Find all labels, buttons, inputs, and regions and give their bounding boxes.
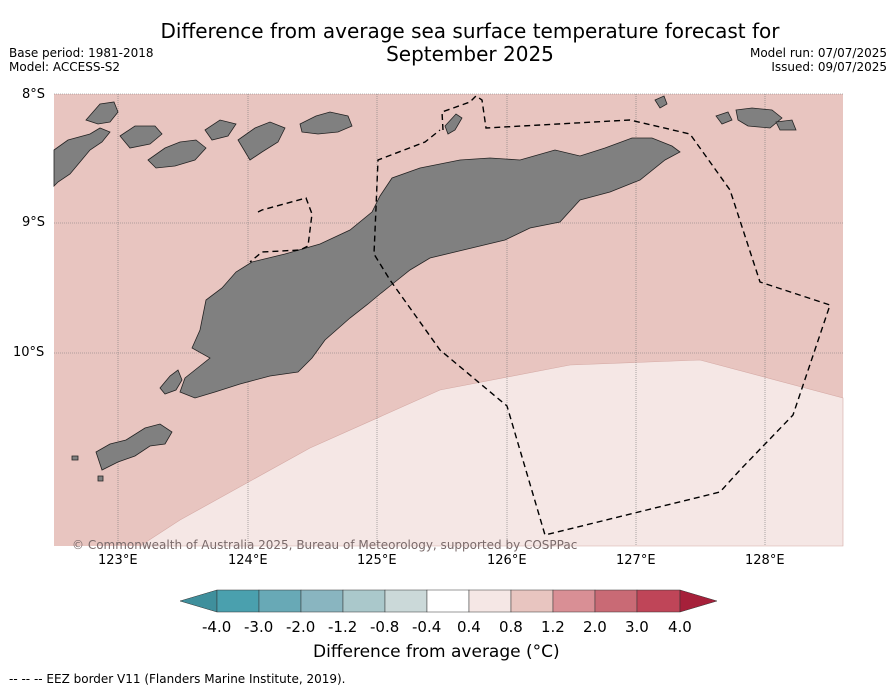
colorbar-tick: -0.4	[412, 618, 442, 636]
meta-right: Model run: 07/07/2025 Issued: 09/07/2025	[750, 46, 887, 74]
lembata-island	[119, 125, 163, 149]
eez-oecusse	[249, 197, 313, 263]
copyright-notice: © Commonwealth of Australia 2025, Bureau…	[72, 538, 578, 552]
colorbar-tick: 2.0	[583, 618, 607, 636]
adonara-island	[85, 101, 119, 125]
model-run: Model run: 07/07/2025	[749, 46, 887, 60]
colorbar-tick: -2.0	[286, 618, 316, 636]
model-name: Model: ACCESS-S2	[9, 60, 121, 74]
lon-label-126e: 126°E	[487, 553, 527, 568]
colorbar-segment-4	[342, 589, 386, 613]
base-period: Base period: 1981-2018	[9, 46, 154, 60]
lon-label-124e: 124°E	[228, 553, 268, 568]
sawu-island	[95, 423, 173, 471]
kisar-island	[444, 113, 463, 135]
leti-island	[654, 95, 668, 109]
colorbar-tick: -3.0	[244, 618, 274, 636]
lat-label-8s: 8°S	[22, 87, 46, 102]
lon-label-128e: 128°E	[745, 553, 785, 568]
sermata-island	[775, 119, 797, 131]
colorbar-segment-11	[636, 589, 681, 613]
colorbar-title: Difference from average (°C)	[313, 642, 560, 662]
colorbar-tick: -4.0	[202, 618, 232, 636]
small-islet-2	[97, 475, 104, 482]
colorbar-segment-9	[552, 589, 596, 613]
colorbar-segment-2	[258, 589, 302, 613]
colorbar-segment-5	[384, 589, 428, 613]
colorbar-tick: 0.4	[457, 618, 481, 636]
moa-island	[715, 111, 733, 125]
colorbar-tick: 0.8	[499, 618, 523, 636]
eez-timor-leste	[373, 95, 831, 536]
lakor-island	[735, 107, 783, 129]
colorbar-tick: -1.2	[328, 618, 358, 636]
meta-left: Base period: 1981-2018 Model: ACCESS-S2	[9, 46, 154, 74]
colorbar-segment-10	[594, 589, 638, 613]
timor-island	[179, 137, 681, 399]
land	[53, 95, 797, 482]
alor-island	[204, 119, 237, 141]
lon-label-123e: 123°E	[98, 553, 138, 568]
flores-island	[53, 127, 111, 187]
rote-island	[159, 369, 183, 395]
colorbar-tick: 1.2	[541, 618, 565, 636]
colorbar-segment-8	[510, 589, 554, 613]
colorbar-tick: 3.0	[625, 618, 649, 636]
colorbar-tick: -0.8	[370, 618, 400, 636]
lat-label-9s: 9°S	[22, 215, 46, 230]
title-line1: Difference from average sea surface temp…	[160, 19, 780, 43]
colorbar-max-arrow	[679, 589, 718, 613]
small-islet-1	[71, 455, 79, 461]
chart-title: Difference from average sea surface temp…	[0, 20, 896, 66]
lon-label-125e: 125°E	[357, 553, 397, 568]
title-line2: September 2025	[386, 42, 554, 66]
eez-borders	[249, 95, 831, 536]
eez-footnote: -- -- -- EEZ border V11 (Flanders Marine…	[9, 672, 346, 686]
colorbar-segment-7	[468, 589, 512, 613]
atauro-island	[237, 121, 286, 161]
pantar-island	[147, 139, 207, 169]
anomaly-region-low	[138, 359, 844, 547]
issued-date: Issued: 09/07/2025	[771, 60, 887, 74]
lon-label-127e: 127°E	[616, 553, 656, 568]
colorbar-min-arrow	[179, 589, 218, 613]
colorbar-segment-3	[300, 589, 344, 613]
colorbar-segment-1	[216, 589, 260, 613]
colorbar-segment-6	[426, 589, 470, 613]
colorbar-tick: 4.0	[668, 618, 692, 636]
wetar-island	[299, 111, 353, 135]
colorbar	[179, 589, 718, 613]
lat-label-10s: 10°S	[13, 345, 45, 360]
